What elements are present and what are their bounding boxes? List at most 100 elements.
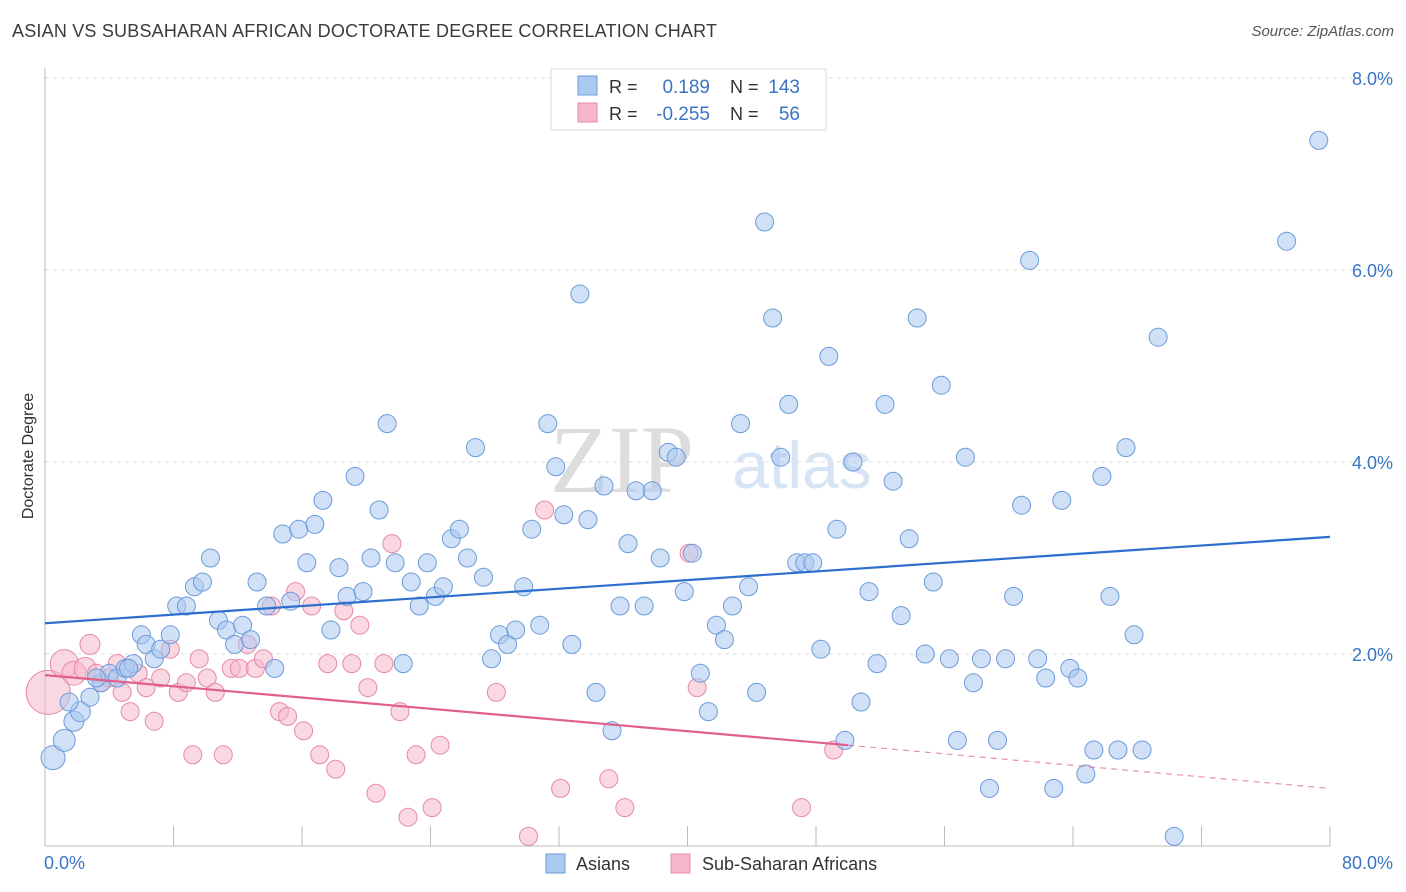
asian-point (401, 572, 421, 592)
asian-point (457, 548, 477, 568)
y-tick-label: 6.0% (1352, 261, 1393, 281)
asian-point (498, 634, 518, 654)
asian-point (409, 596, 429, 616)
asian-point (586, 682, 606, 702)
asian-point (570, 284, 590, 304)
asian-point (200, 548, 220, 568)
source-label: Source: ZipAtlas.com (1251, 23, 1394, 40)
asian-point (1084, 740, 1104, 760)
asian-point (618, 534, 638, 554)
african-point (422, 798, 442, 818)
legend-n-value-asian: 143 (768, 77, 800, 98)
african-point (430, 735, 450, 755)
african-point (25, 669, 71, 715)
asian-point (1108, 740, 1128, 760)
african-point (189, 649, 209, 669)
african-point (366, 783, 386, 803)
asian-point (329, 558, 349, 578)
asian-point (59, 692, 79, 712)
legend-bottom-label-african: Sub-Saharan Africans (702, 854, 877, 874)
asian-point (771, 447, 791, 467)
asian-point (1076, 764, 1096, 784)
asian-point (779, 394, 799, 414)
african-point (406, 745, 426, 765)
african-point (342, 654, 362, 674)
trend-lines (44, 535, 1331, 789)
african-point (615, 798, 635, 818)
asian-point (803, 553, 823, 573)
asian-point (988, 730, 1008, 750)
grid-lines (45, 77, 1390, 655)
asian-points (40, 130, 1329, 846)
asian-point (714, 630, 734, 650)
asian-point (851, 692, 871, 712)
asian-point (313, 490, 333, 510)
african-point (551, 778, 571, 798)
asian-point (955, 447, 975, 467)
asian-point (1068, 668, 1088, 688)
asian-point (650, 548, 670, 568)
african-point (326, 759, 346, 779)
asian-point (610, 596, 630, 616)
african-point (183, 745, 203, 765)
african-point (374, 654, 394, 674)
asian-point (80, 687, 100, 707)
legend-bottom-swatch-african (670, 853, 691, 874)
african-point (144, 711, 164, 731)
asian-point (971, 649, 991, 669)
asian-point (1036, 668, 1056, 688)
asian-point (1012, 495, 1032, 515)
asian-point (514, 577, 534, 597)
african-point (229, 658, 249, 678)
legend-swatch-asian (577, 75, 598, 96)
asian-point (682, 543, 702, 563)
asian-point (963, 673, 983, 693)
axes (44, 68, 1331, 847)
african-trend-extension (848, 744, 1331, 789)
asian-point (996, 649, 1016, 669)
asian-point (176, 596, 196, 616)
asian-point (160, 625, 180, 645)
asian-point (562, 634, 582, 654)
asian-point (257, 596, 277, 616)
asian-point (1116, 438, 1136, 458)
asian-point (265, 658, 285, 678)
chart-title: ASIAN VS SUBSAHARAN AFRICAN DOCTORATE DE… (12, 21, 718, 41)
asian-point (626, 481, 646, 501)
asian-point (763, 308, 783, 328)
asian-point (867, 654, 887, 674)
asian-point (666, 447, 686, 467)
legend-r-value-asian: 0.189 (662, 77, 710, 98)
african-point (205, 682, 225, 702)
asian-point (819, 346, 839, 366)
legend-r-label-african: R = (609, 104, 638, 124)
african-points (25, 500, 844, 846)
asian-point (353, 582, 373, 602)
asian-point (1020, 250, 1040, 270)
asian-point (642, 481, 662, 501)
asian-point (947, 730, 967, 750)
asian-point (875, 394, 895, 414)
african-point (310, 745, 330, 765)
african-point (278, 706, 298, 726)
asian-point (151, 639, 171, 659)
asian-point (634, 596, 654, 616)
asian-point (594, 476, 614, 496)
african-trend-line (44, 674, 849, 747)
legend-n-label-asian: N = (730, 77, 759, 97)
asian-point (273, 524, 293, 544)
african-point (599, 769, 619, 789)
asian-point (1044, 778, 1064, 798)
asian-point (449, 519, 469, 539)
asian-point (1132, 740, 1152, 760)
legend-r-label-asian: R = (609, 77, 638, 97)
series-legend: Asians Sub-Saharan Africans (545, 853, 877, 874)
y-tick-label: 8.0% (1352, 69, 1393, 89)
asian-point (931, 375, 951, 395)
asian-point (859, 582, 879, 602)
asian-point (393, 654, 413, 674)
asian-point (939, 649, 959, 669)
watermark: ZIP atlas (550, 406, 872, 513)
legend-r-value-african: -0.255 (656, 104, 710, 125)
asian-point (538, 414, 558, 434)
